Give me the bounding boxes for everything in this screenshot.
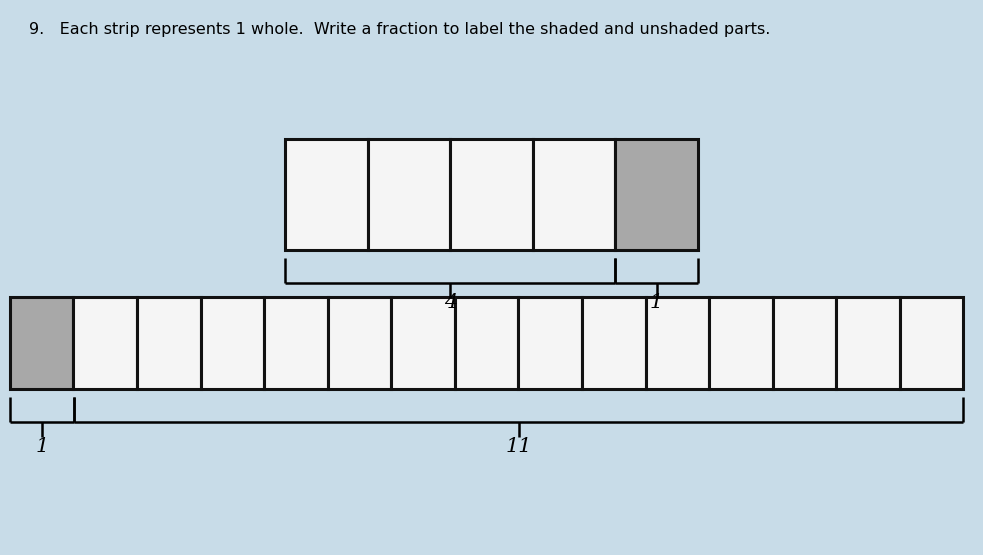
Bar [899, 297, 963, 388]
Bar [646, 297, 709, 388]
Bar [709, 297, 773, 388]
Bar [773, 297, 837, 388]
Text: 4: 4 [443, 293, 457, 312]
Bar [455, 297, 518, 388]
Bar [137, 297, 201, 388]
Bar [391, 297, 455, 388]
Bar [74, 297, 137, 388]
Bar [327, 297, 391, 388]
Text: 9.   Each strip represents 1 whole.  Write a fraction to label the shaded and un: 9. Each strip represents 1 whole. Write … [29, 22, 771, 37]
Bar [201, 297, 264, 388]
Bar [615, 139, 698, 250]
Bar [450, 139, 533, 250]
Bar [368, 139, 450, 250]
Bar [285, 139, 368, 250]
Bar [837, 297, 899, 388]
Text: 11: 11 [505, 437, 532, 456]
Bar [10, 297, 74, 388]
Bar [582, 297, 646, 388]
Text: 1: 1 [35, 437, 48, 456]
Text: 1: 1 [650, 293, 664, 312]
Bar [264, 297, 327, 388]
Bar [533, 139, 615, 250]
Bar [518, 297, 582, 388]
